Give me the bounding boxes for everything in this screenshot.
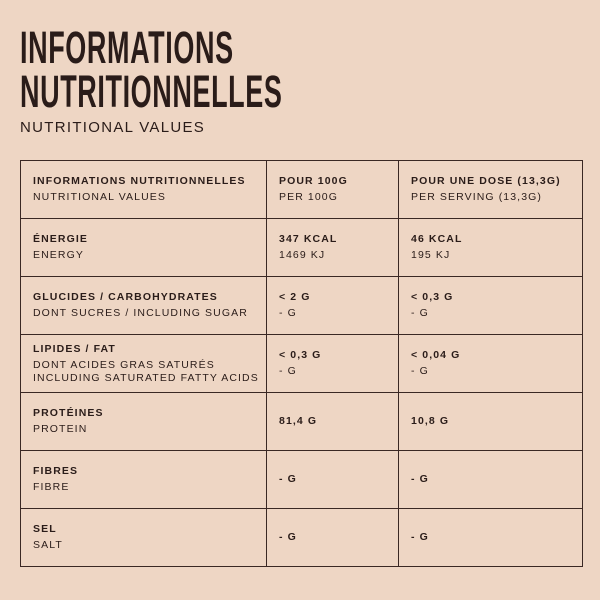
cell-heading: FIBRES: [33, 465, 79, 477]
table-cell: - G: [398, 508, 583, 567]
cell-text: - G: [279, 307, 297, 319]
table-cell: PROTÉINES PROTEIN: [20, 392, 267, 451]
table-cell: POUR UNE DOSE (13,3G) PER SERVING (13,3G): [398, 160, 583, 219]
cell-heading: 10,8 G: [411, 415, 450, 427]
cell-text: - G: [279, 365, 297, 377]
table-row: PROTÉINES PROTEIN 81,4 G 10,8 G: [20, 392, 583, 451]
cell-heading: POUR 100G: [279, 175, 348, 187]
table-cell: POUR 100G PER 100G: [266, 160, 399, 219]
cell-heading: - G: [411, 473, 429, 485]
cell-text: - G: [411, 365, 429, 377]
table-cell: - G: [266, 450, 399, 509]
cell-text: PER 100G: [279, 191, 338, 203]
table-cell: GLUCIDES / CARBOHYDRATES DONT SUCRES / IN…: [20, 276, 267, 335]
cell-heading: ÉNERGIE: [33, 233, 88, 245]
cell-heading: - G: [279, 531, 297, 543]
table-cell: FIBRES FIBRE: [20, 450, 267, 509]
table-cell: < 0,3 G - G: [266, 334, 399, 393]
table-row: ÉNERGIE ENERGY 347 KCAL 1469 KJ 46 KCAL 195 K…: [20, 218, 583, 277]
table-cell: SEL SALT: [20, 508, 267, 567]
cell-text: 1469 KJ: [279, 249, 326, 261]
cell-heading: INFORMATIONS NUTRITIONNELLES: [33, 175, 246, 187]
table-row: SEL SALT - G - G: [20, 508, 583, 567]
cell-heading: 46 KCAL: [411, 233, 463, 245]
cell-heading: 347 KCAL: [279, 233, 338, 245]
cell-heading: POUR UNE DOSE (13,3G): [411, 175, 561, 187]
table-cell: 347 KCAL 1469 KJ: [266, 218, 399, 277]
table-cell: 46 KCAL 195 KJ: [398, 218, 583, 277]
cell-heading: < 0,3 G: [411, 291, 454, 303]
cell-heading: < 0,04 G: [411, 349, 461, 361]
subtitle: NUTRITIONAL VALUES: [20, 119, 206, 136]
table-row: GLUCIDES / CARBOHYDRATES DONT SUCRES / IN…: [20, 276, 583, 335]
cell-heading: < 0,3 G: [279, 349, 322, 361]
table-cell: - G: [266, 508, 399, 567]
cell-text: PER SERVING (13,3G): [411, 191, 542, 203]
title-line: INFORMATIONS: [20, 22, 234, 73]
cell-heading: 81,4 G: [279, 415, 318, 427]
table-cell: < 2 G - G: [266, 276, 399, 335]
nutrition-table: INFORMATIONS NUTRITIONNELLES NUTRITIONAL …: [20, 160, 583, 567]
cell-heading: < 2 G: [279, 291, 311, 303]
cell-text: DONT SUCRES / INCLUDING SUGAR: [33, 307, 248, 319]
table-cell: 81,4 G: [266, 392, 399, 451]
cell-text: INCLUDING SATURATED FATTY ACIDS: [33, 371, 259, 384]
title-line: NUTRITIONNELLES: [20, 66, 283, 117]
cell-heading: - G: [279, 473, 297, 485]
cell-heading: LIPIDES / FAT: [33, 342, 116, 355]
cell-heading: GLUCIDES / CARBOHYDRATES: [33, 291, 218, 303]
cell-text: PROTEIN: [33, 423, 88, 435]
cell-text: DONT ACIDES GRAS SATURÉS: [33, 358, 215, 371]
table-cell: INFORMATIONS NUTRITIONNELLES NUTRITIONAL …: [20, 160, 267, 219]
cell-heading: SEL: [33, 523, 57, 535]
table-cell: LIPIDES / FAT DONT ACIDES GRAS SATURÉS INC…: [20, 334, 267, 393]
table-cell: 10,8 G: [398, 392, 583, 451]
cell-heading: PROTÉINES: [33, 407, 104, 419]
cell-heading: - G: [411, 531, 429, 543]
cell-text: 195 KJ: [411, 249, 451, 261]
cell-text: - G: [411, 307, 429, 319]
cell-text: FIBRE: [33, 481, 70, 493]
table-cell: < 0,04 G - G: [398, 334, 583, 393]
cell-text: SALT: [33, 539, 63, 551]
table-cell: - G: [398, 450, 583, 509]
cell-text: ENERGY: [33, 249, 84, 261]
table-cell: ÉNERGIE ENERGY: [20, 218, 267, 277]
cell-text: NUTRITIONAL VALUES: [33, 191, 166, 203]
table-row: FIBRES FIBRE - G - G: [20, 450, 583, 509]
table-row: LIPIDES / FAT DONT ACIDES GRAS SATURÉS INC…: [20, 334, 583, 393]
table-cell: < 0,3 G - G: [398, 276, 583, 335]
table-row: INFORMATIONS NUTRITIONNELLES NUTRITIONAL …: [20, 160, 583, 219]
